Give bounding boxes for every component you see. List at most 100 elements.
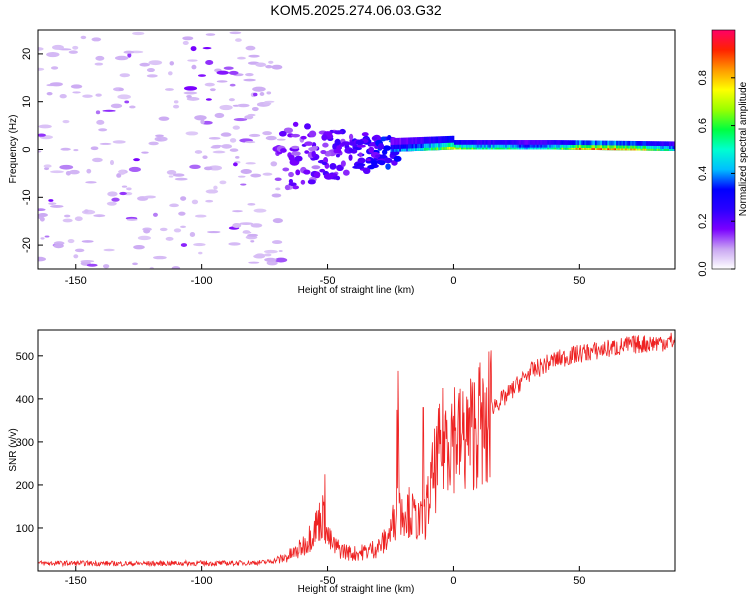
signal-band-mid	[473, 144, 476, 150]
signal-blob	[311, 150, 316, 158]
noise-blob	[276, 138, 286, 141]
noise-blob	[251, 106, 259, 112]
signal-band-mid	[538, 144, 541, 150]
signal-band-outer	[476, 140, 480, 150]
signal-band-outer	[406, 137, 409, 152]
signal-band-core	[434, 147, 437, 151]
signal-band-core	[413, 148, 416, 152]
signal-band-outer	[637, 141, 640, 151]
noise-blob	[220, 132, 232, 137]
noise-blob	[189, 232, 196, 237]
signal-blob	[348, 154, 353, 161]
signal-band-outer	[563, 140, 566, 150]
signal-blob	[284, 184, 291, 191]
signal-blob	[348, 133, 354, 141]
signal-band-mid	[635, 145, 638, 151]
noise-blob	[38, 47, 44, 51]
noise-blob	[152, 212, 158, 217]
signal-band-mid	[457, 144, 460, 150]
noise-blob	[198, 251, 203, 255]
noise-blob	[190, 46, 197, 52]
signal-band-mid	[596, 145, 599, 151]
signal-band-mid	[654, 145, 658, 151]
noise-blob	[266, 260, 278, 266]
signal-band-outer	[427, 136, 430, 151]
signal-band-core	[415, 148, 418, 151]
signal-band-core	[649, 148, 652, 151]
signal-band-mid	[422, 143, 425, 151]
signal-band-outer	[538, 140, 541, 150]
noise-blob	[213, 185, 218, 190]
signal-band-core	[647, 148, 650, 151]
signal-band-mid	[446, 142, 450, 150]
noise-blob	[253, 208, 267, 213]
noise-blob	[194, 150, 203, 154]
signal-band-outer	[596, 140, 599, 151]
signal-band-mid	[670, 146, 673, 151]
noise-blob	[253, 92, 258, 97]
signal-blob	[291, 145, 300, 150]
signal-band-core	[471, 147, 474, 150]
noise-blob	[124, 100, 130, 104]
signal-band-outer	[462, 140, 465, 150]
spectrogram-y-label: Frequency (Hz)	[8, 115, 19, 184]
noise-blob	[123, 50, 135, 54]
signal-band-outer	[519, 140, 522, 150]
signal-band-mid	[557, 144, 561, 150]
signal-band-core	[406, 148, 409, 152]
signal-band-mid	[651, 145, 654, 151]
noise-blob	[44, 167, 50, 171]
signal-band-core	[593, 148, 596, 150]
signal-band-mid	[545, 144, 548, 150]
signal-band-core	[443, 147, 446, 150]
signal-band-core	[441, 147, 444, 150]
signal-band-mid	[584, 145, 587, 150]
signal-band-mid	[409, 144, 413, 152]
signal-band-mid	[505, 144, 508, 150]
signal-band-core	[392, 149, 395, 152]
colorbar-tick-label: 0.8	[697, 70, 709, 85]
signal-blob	[380, 136, 387, 142]
signal-band-mid	[660, 146, 663, 151]
signal-blob	[361, 132, 369, 137]
signal-band-outer	[497, 140, 501, 150]
noise-blob	[228, 98, 235, 102]
signal-band-core	[402, 148, 405, 152]
signal-band-outer	[501, 140, 504, 150]
signal-band-mid	[591, 145, 594, 150]
signal-band-core	[580, 147, 583, 150]
noise-blob	[112, 140, 126, 144]
noise-blob	[194, 115, 207, 121]
signal-band-core	[605, 148, 608, 151]
signal-blob	[291, 151, 301, 156]
noise-blob	[271, 240, 283, 245]
noise-blob	[129, 105, 136, 109]
signal-band-core	[439, 147, 443, 151]
signal-blob	[331, 173, 338, 177]
noise-blob	[46, 51, 60, 58]
noise-blob	[116, 173, 122, 178]
noise-blob	[141, 151, 149, 154]
signal-blob	[384, 157, 393, 164]
noise-blob	[216, 70, 229, 75]
snr-x-label: Height of straight line (km)	[298, 584, 415, 595]
noise-blob	[157, 137, 162, 142]
signal-band-mid	[432, 143, 435, 151]
noise-blob	[80, 260, 95, 263]
signal-band-core	[543, 147, 546, 150]
noise-blob	[86, 263, 98, 267]
signal-band-mid	[616, 145, 619, 151]
noise-blob	[72, 45, 79, 50]
noise-blob	[96, 119, 105, 125]
noise-blob	[59, 93, 67, 99]
noise-blob	[93, 214, 106, 218]
signal-band-mid	[524, 144, 527, 150]
noise-blob	[274, 257, 288, 263]
noise-blob	[271, 64, 283, 70]
signal-band-mid	[483, 144, 487, 150]
colorbar-tick-label: 0.4	[697, 166, 709, 181]
signal-band-mid	[630, 145, 633, 151]
signal-band-mid	[503, 144, 506, 150]
noise-blob	[38, 67, 45, 71]
signal-band-core	[475, 147, 478, 150]
